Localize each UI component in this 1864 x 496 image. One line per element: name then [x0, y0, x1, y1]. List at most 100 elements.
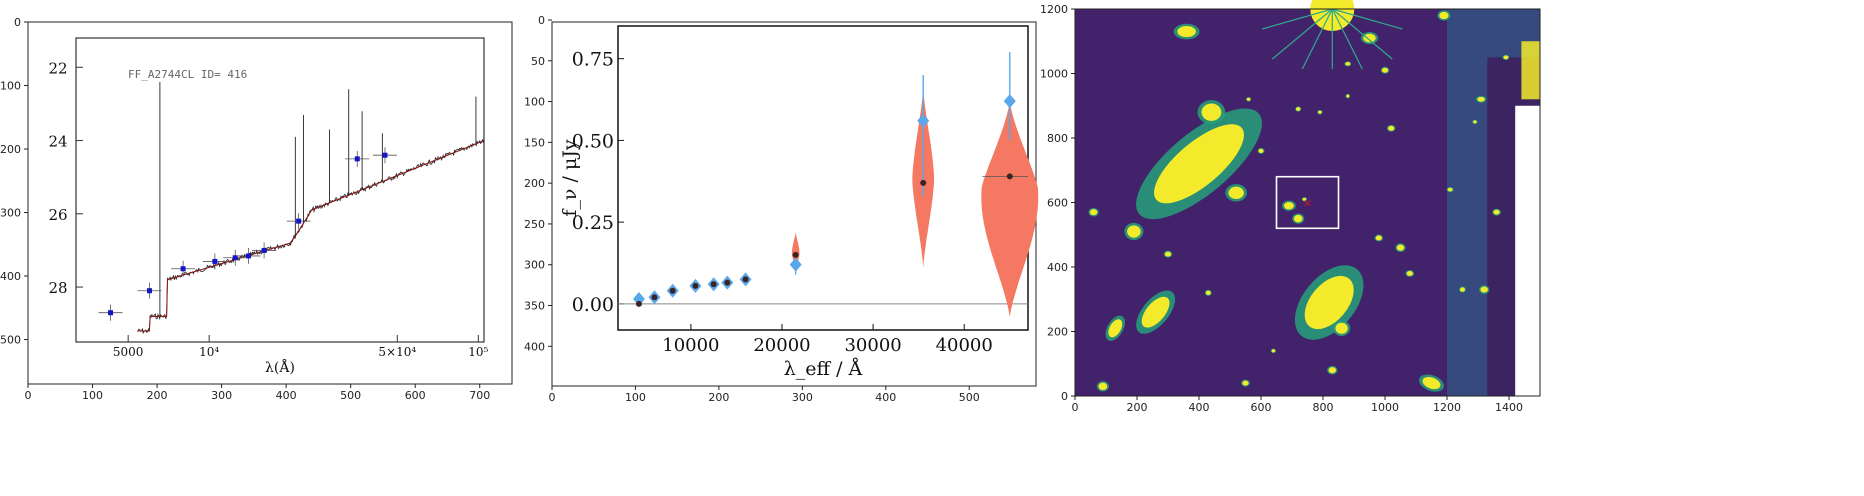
estimate-point	[1003, 94, 1016, 109]
inner-y-tick-label: 24	[48, 133, 67, 151]
image-x-tick-label: 0	[1072, 401, 1079, 414]
outer-x-tick-label: 400	[875, 391, 896, 404]
estimate-point	[632, 291, 645, 306]
image-y-tick-label: 800	[1047, 132, 1068, 145]
source	[1228, 186, 1244, 200]
source	[1388, 125, 1395, 131]
outer-y-tick-label: 500	[0, 334, 21, 347]
model-spectrum	[137, 140, 485, 332]
source	[1375, 235, 1382, 241]
panel-cutout-image: × 0 200 400 600 800 1000 1200 1400 0 200 400 600 800 1…	[1040, 0, 1541, 414]
source	[1246, 97, 1251, 101]
outer-y-tick-label: 350	[524, 300, 545, 313]
image-x-tick-label: 1400	[1495, 401, 1523, 414]
outer-y-tick-label: 400	[0, 270, 21, 283]
source	[1346, 94, 1350, 98]
image-x-tick-label: 200	[1127, 401, 1148, 414]
outer-y-tick-label: 100	[524, 96, 545, 109]
outer-x-tick-label: 400	[276, 389, 297, 402]
image-x-tick-label: 400	[1189, 401, 1210, 414]
outer-x-tick-label: 0	[25, 389, 32, 402]
source	[1422, 376, 1441, 390]
outer-x-tick-label: 200	[708, 391, 729, 404]
source	[1447, 187, 1453, 192]
inner-x-tick-label: 10⁵	[468, 345, 488, 359]
image-y-tick-label: 600	[1047, 197, 1068, 210]
source	[1089, 209, 1098, 216]
image-y-tick-label: 200	[1047, 326, 1068, 339]
source	[1460, 287, 1465, 292]
outer-y-tick-label: 200	[0, 143, 21, 156]
photometry-point	[261, 247, 267, 253]
photometry-point	[180, 266, 186, 272]
image-y-tick-label: 0	[1061, 390, 1068, 403]
inner-x-axis-label: λ(Å)	[265, 358, 295, 376]
median-point	[920, 179, 927, 186]
source	[1396, 244, 1405, 251]
inner-y-tick-label: 0.50	[572, 130, 614, 152]
inner-x-tick-label: 5×10⁴	[378, 345, 416, 359]
outer-y-tick-label: 300	[0, 207, 21, 220]
source	[1318, 110, 1322, 114]
photometry-point	[354, 156, 360, 162]
saturated-edge	[1521, 41, 1540, 100]
diffraction-spike	[1332, 8, 1403, 30]
outer-y-tick-label: 200	[524, 177, 545, 190]
diffraction-spike	[1331, 8, 1363, 70]
panel-flux-violin: 0 100 200 300 400 500 0 50 100 150 200 250 300 350 400…	[524, 14, 1039, 404]
inner-x-tick-label: 40000	[936, 335, 993, 356]
median-point	[692, 282, 699, 289]
inner-y-tick-label: 28	[48, 279, 67, 297]
outer-y-tick-label: 150	[524, 136, 545, 149]
outer-y-tick-label: 400	[524, 340, 545, 353]
median-point	[669, 287, 676, 294]
source	[1127, 225, 1141, 238]
diffraction-spike	[1262, 8, 1333, 30]
outer-y-tick-label: 0	[14, 16, 21, 29]
outer-x-tick-label: 100	[625, 391, 646, 404]
diffraction-spike	[1271, 8, 1333, 60]
image-y-tick-label: 1000	[1040, 68, 1068, 81]
inner-y-axis-label: f_ν / μJy	[559, 139, 581, 217]
outer-axes-frame	[551, 21, 1037, 387]
image-x-tick-label: 1000	[1371, 401, 1399, 414]
source	[1477, 96, 1485, 102]
source	[1098, 382, 1108, 391]
image-x-tick-label: 600	[1251, 401, 1272, 414]
inner-y-tick-label: 0.75	[572, 49, 614, 71]
source	[1345, 61, 1351, 66]
median-point	[724, 279, 731, 286]
estimate-point	[789, 257, 802, 272]
inner-y-tick-label: 0.00	[572, 294, 614, 316]
inner-x-tick-label: 20000	[753, 335, 810, 356]
source	[1304, 275, 1354, 330]
source	[1293, 214, 1303, 223]
estimate-point	[917, 113, 930, 128]
source	[1164, 251, 1172, 257]
source	[1271, 349, 1276, 353]
source	[1363, 33, 1376, 43]
median-point	[1006, 173, 1013, 180]
panel-sed-fit: 0 100 200 300 400 500 600 700 0 100 200 300 400 500 22…	[0, 16, 513, 402]
source	[1177, 25, 1196, 38]
median-point	[651, 294, 658, 301]
image-y-tick-label: 400	[1047, 261, 1068, 274]
outer-x-tick-label: 700	[469, 389, 490, 402]
inner-plot-frame	[75, 37, 485, 343]
source	[1283, 202, 1294, 210]
source	[1108, 319, 1123, 338]
inner-x-tick-label: 5000	[113, 345, 144, 359]
image-x-tick-label: 1200	[1433, 401, 1461, 414]
source	[1335, 322, 1348, 334]
outer-y-tick-label: 300	[524, 259, 545, 272]
source	[1493, 209, 1500, 215]
target-marker: ×	[1303, 197, 1312, 210]
outer-x-tick-label: 0	[549, 391, 556, 404]
diffraction-spike	[1331, 8, 1393, 60]
photometry-point	[212, 258, 218, 264]
outer-x-tick-label: 100	[82, 389, 103, 402]
source	[1242, 380, 1249, 386]
median-point	[792, 251, 799, 258]
source	[1258, 148, 1264, 154]
